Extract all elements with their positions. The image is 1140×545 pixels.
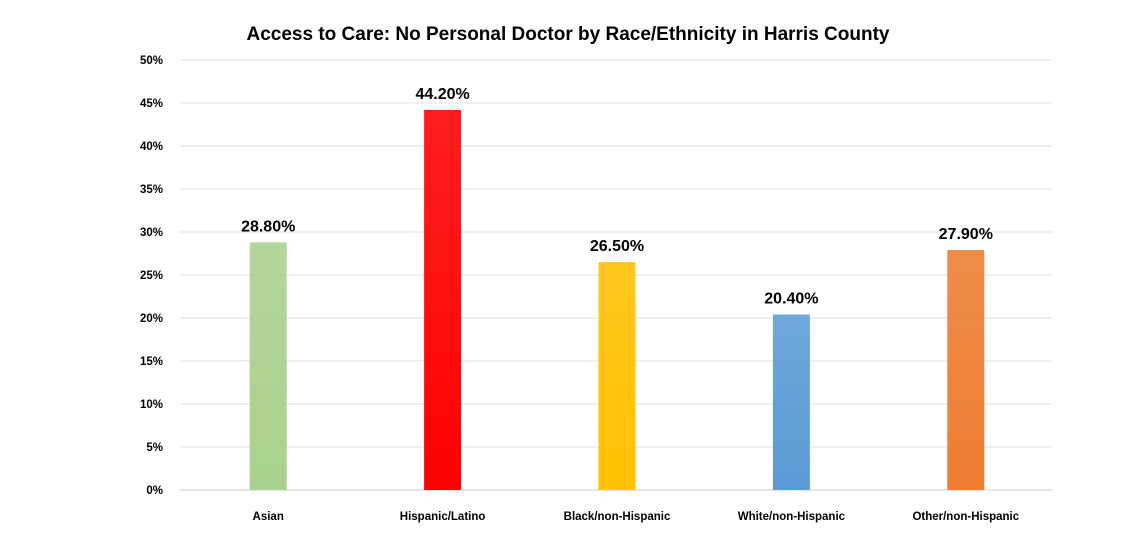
data-label-0: 28.80% bbox=[241, 218, 295, 235]
bar-4 bbox=[947, 250, 985, 490]
bar-1 bbox=[424, 109, 462, 490]
bar-0 bbox=[249, 242, 287, 490]
y-tick-label: 30% bbox=[140, 227, 163, 239]
chart-title: Access to Care: No Personal Doctor by Ra… bbox=[246, 24, 889, 45]
x-tick-label-1: Hispanic/Latino bbox=[400, 511, 486, 523]
x-tick-label-0: Asian bbox=[253, 511, 284, 523]
bar-3 bbox=[772, 314, 810, 490]
y-tick-label: 0% bbox=[146, 485, 163, 497]
x-tick-label-2: Black/non-Hispanic bbox=[564, 511, 671, 523]
y-tick-label: 10% bbox=[140, 399, 163, 411]
data-label-1: 44.20% bbox=[415, 86, 469, 103]
bar-2 bbox=[598, 262, 636, 490]
y-tick-label: 25% bbox=[140, 270, 163, 282]
data-label-3: 20.40% bbox=[764, 291, 818, 308]
x-tick-label-4: Other/non-Hispanic bbox=[912, 511, 1019, 523]
x-axis-ticks: Asian Hispanic/Latino Black/non-Hispanic Wh… bbox=[253, 511, 1020, 523]
y-tick-label: 5% bbox=[146, 442, 163, 454]
x-tick-label-3: White/non-Hispanic bbox=[738, 511, 846, 523]
y-tick-label: 15% bbox=[140, 356, 163, 368]
y-axis-ticks: 0% 5% 10% 15% 20% 25% 30% 35% 40% 45% 50% bbox=[140, 55, 163, 497]
bars bbox=[249, 109, 985, 490]
y-tick-label: 45% bbox=[140, 98, 163, 110]
y-tick-label: 50% bbox=[140, 55, 163, 67]
y-tick-label: 35% bbox=[140, 184, 163, 196]
y-tick-label: 40% bbox=[140, 141, 163, 153]
data-label-2: 26.50% bbox=[590, 238, 644, 255]
data-label-4: 27.90% bbox=[939, 226, 993, 243]
y-tick-label: 20% bbox=[140, 313, 163, 325]
data-labels: 28.80% 44.20% 26.50% 20.40% 27.90% bbox=[241, 86, 993, 308]
